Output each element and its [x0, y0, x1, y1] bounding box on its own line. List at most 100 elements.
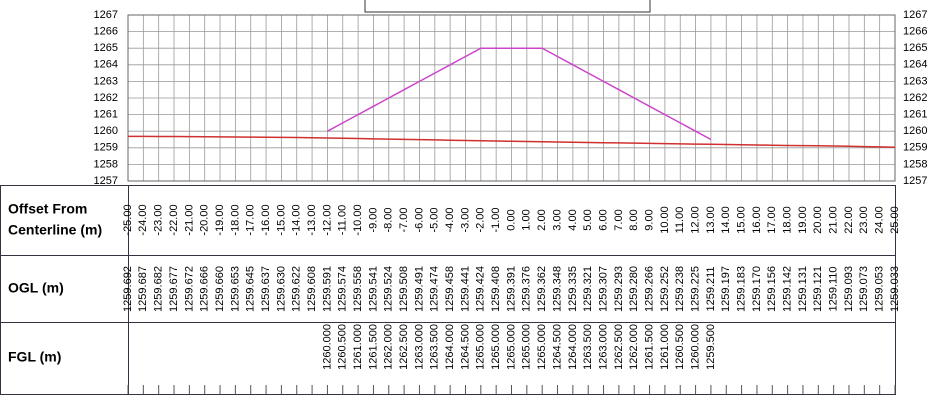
table-frame	[0, 185, 896, 395]
x-tick-label: 3.00	[551, 209, 563, 230]
value-label: 1259.211	[705, 266, 717, 311]
value-label: 1265.000	[505, 324, 517, 370]
value-label: 1261.000	[659, 324, 671, 370]
y2-tick-label: 1265	[903, 42, 927, 54]
value-label: 1262.000	[383, 324, 395, 370]
y2-tick-label: 1257	[903, 175, 927, 187]
value-label: 1259.321	[582, 266, 594, 312]
value-label: 1259.524	[383, 266, 395, 312]
series-line	[127, 135, 896, 149]
x-tick-label: -4.00	[444, 207, 456, 232]
x-tick-label: 7.00	[613, 209, 625, 230]
x-tick-label: -7.00	[398, 207, 410, 232]
x-tick-label: -25.00	[122, 204, 134, 235]
value-label: 1259.225	[689, 266, 701, 312]
x-tick-label: -12.00	[321, 204, 333, 235]
value-label: 1263.000	[413, 324, 425, 370]
value-label: 1259.630	[275, 266, 287, 312]
value-label: 1259.252	[659, 266, 671, 312]
row-header: Offset From	[8, 201, 87, 217]
x-tick-label: 4.00	[567, 209, 579, 230]
x-tick-label: 6.00	[597, 209, 609, 230]
value-label: 1259.558	[352, 266, 364, 312]
x-tick-label: 15.00	[736, 206, 748, 234]
value-label: 1259.142	[782, 266, 794, 312]
x-tick-label: 9.00	[643, 209, 655, 230]
value-label: 1259.441	[459, 266, 471, 312]
value-label: 1259.508	[398, 266, 410, 312]
x-tick-label: 11.00	[674, 207, 686, 234]
x-tick-label: 21.00	[828, 206, 840, 234]
x-tick-label: -14.00	[291, 204, 303, 235]
value-label: 1259.362	[536, 266, 548, 312]
x-tick-label: -10.00	[352, 204, 364, 235]
value-label: 1259.110	[828, 266, 840, 311]
value-label: 1259.183	[736, 266, 748, 312]
x-tick-label: -9.00	[367, 207, 379, 232]
y2-tick-label: 1267	[903, 9, 927, 21]
x-tick-label: -18.00	[229, 204, 241, 235]
value-label: 1264.000	[567, 324, 579, 370]
x-tick-label: -2.00	[475, 207, 487, 232]
x-tick-label: 24.00	[874, 206, 886, 234]
value-label: 1259.677	[168, 266, 180, 312]
y-tick-label: 1265	[94, 42, 118, 54]
value-label: 1261.000	[352, 324, 364, 370]
x-tick-label: -15.00	[275, 204, 287, 235]
value-label: 1259.682	[153, 266, 165, 312]
x-tick-label: -22.00	[168, 204, 180, 235]
x-tick-label: -8.00	[383, 207, 395, 232]
row-header: Centerline (m)	[8, 222, 102, 238]
value-label: 1259.458	[444, 266, 456, 312]
x-tick-label: 1.00	[521, 209, 533, 230]
value-label: 1259.672	[183, 266, 195, 312]
x-tick-label: 2.00	[536, 209, 548, 230]
value-label: 1263.500	[429, 324, 441, 370]
value-label: 1261.500	[367, 324, 379, 370]
x-tick-label: 19.00	[797, 206, 809, 234]
value-label: 1263.500	[582, 324, 594, 370]
value-label: 1259.131	[797, 266, 809, 312]
x-tick-label: -23.00	[153, 204, 165, 235]
value-label: 1259.574	[337, 266, 349, 312]
row-header: OGL (m)	[8, 280, 64, 296]
y2-tick-label: 1264	[903, 59, 927, 71]
title-box	[364, 0, 651, 13]
value-label: 1259.687	[137, 266, 149, 312]
x-tick-label: -19.00	[214, 204, 226, 235]
value-label: 1261.500	[643, 324, 655, 370]
value-label: 1260.500	[337, 324, 349, 370]
y-tick-label: 1263	[94, 75, 118, 87]
value-label: 1259.073	[858, 266, 870, 312]
x-tick-label: -13.00	[306, 204, 318, 235]
y-tick-label: 1266	[94, 26, 118, 38]
value-label: 1264.000	[444, 324, 456, 370]
value-label: 1260.000	[321, 324, 333, 370]
value-label: 1259.622	[291, 266, 303, 312]
row-header: FGL (m)	[8, 349, 61, 365]
y2-tick-label: 1259	[903, 142, 927, 154]
value-label: 1259.093	[843, 266, 855, 312]
value-label: 1259.170	[751, 266, 763, 312]
value-label: 1259.637	[260, 266, 272, 312]
value-label: 1259.238	[674, 266, 686, 312]
value-label: 1263.000	[597, 324, 609, 370]
x-tick-label: -24.00	[137, 204, 149, 235]
x-tick-label: 22.00	[843, 206, 855, 234]
value-label: 1259.692	[122, 266, 134, 312]
value-label: 1265.000	[490, 324, 502, 370]
value-label: 1259.541	[367, 266, 379, 312]
y2-tick-label: 1262	[903, 92, 927, 104]
x-tick-label: 25.00	[889, 206, 901, 234]
y-tick-label: 1259	[94, 142, 118, 154]
x-tick-label: 5.00	[582, 209, 594, 230]
value-label: 1259.424	[475, 266, 487, 312]
value-label: 1265.000	[536, 324, 548, 370]
value-label: 1265.000	[521, 324, 533, 370]
value-label: 1259.645	[245, 266, 257, 312]
value-label: 1259.348	[551, 266, 563, 312]
value-label: 1259.293	[613, 266, 625, 312]
value-label: 1259.408	[490, 266, 502, 312]
x-tick-label: -6.00	[413, 207, 425, 232]
y2-tick-label: 1263	[903, 75, 927, 87]
